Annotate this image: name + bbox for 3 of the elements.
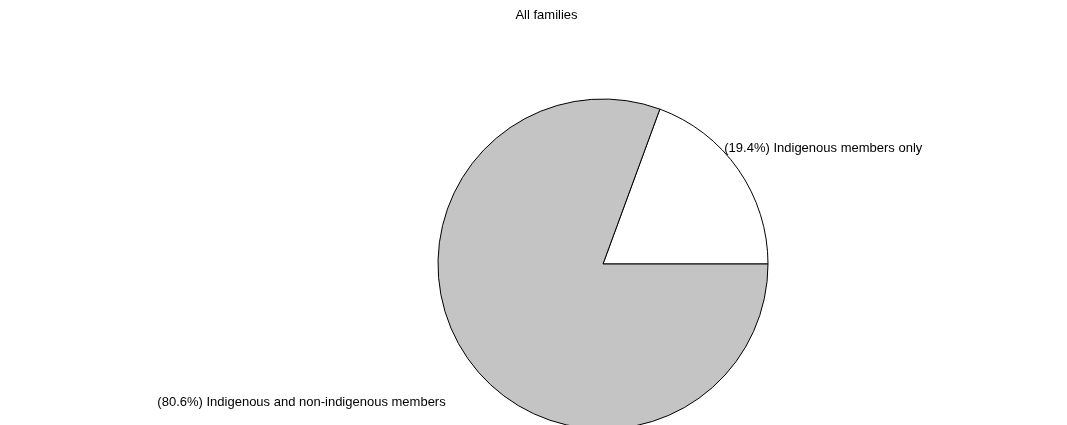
chart-title: All families	[515, 7, 579, 22]
slice-label: (19.4%) Indigenous members only	[724, 139, 923, 155]
slice-label: (80.6%) Indigenous and non-indigenous members	[157, 394, 447, 410]
